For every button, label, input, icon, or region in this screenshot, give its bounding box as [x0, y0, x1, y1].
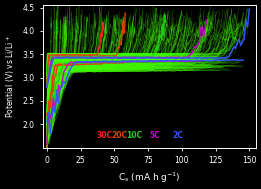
Text: 20C: 20C [112, 131, 128, 140]
Text: 10C: 10C [127, 131, 143, 140]
Y-axis label: Potential (V) vs Li/Li$^+$: Potential (V) vs Li/Li$^+$ [4, 35, 17, 118]
Text: 2C: 2C [172, 131, 183, 140]
X-axis label: C$_s$ (mA h g$^{-1}$): C$_s$ (mA h g$^{-1}$) [118, 170, 181, 185]
Text: 5C: 5C [150, 131, 160, 140]
Text: 30C: 30C [97, 131, 113, 140]
